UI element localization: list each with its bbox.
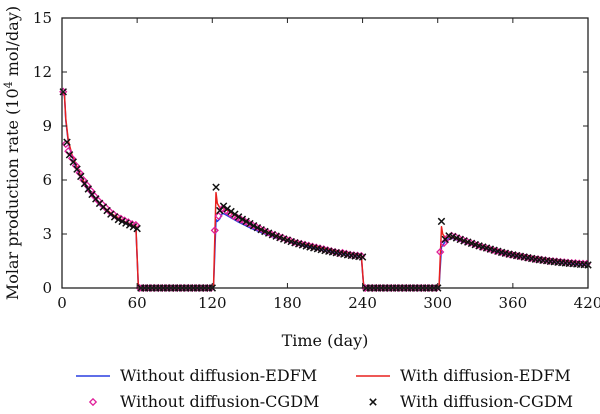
data-point-with-diffusion-cgdm [129, 223, 138, 231]
legend-swatch-without-diffusion-cgdm [88, 397, 98, 407]
x-tick-label: 180 [273, 294, 302, 312]
x-tick-label: 60 [128, 294, 147, 312]
data-point-with-diffusion-cgdm [77, 172, 85, 181]
x-tick-label: 240 [348, 294, 377, 312]
data-point-with-diffusion-cgdm [264, 229, 273, 237]
legend: Without diffusion-EDFM With diffusion-ED… [76, 366, 573, 411]
data-point-with-diffusion-cgdm [122, 219, 130, 227]
legend-label-with-diffusion-cgdm: With diffusion-CGDM [400, 392, 573, 411]
series-with-diffusion-cgdm [59, 88, 592, 292]
series-with-diffusion-edfm [61, 91, 587, 289]
legend-marker-diamond [88, 397, 98, 407]
series-without-diffusion-edfm [61, 91, 587, 289]
series-line-without-diffusion-edfm [61, 91, 587, 289]
legend-swatch-with-diffusion-cgdm [369, 398, 377, 406]
data-point-with-diffusion-cgdm [253, 223, 262, 232]
y-tick-label: 9 [42, 117, 52, 135]
x-tick-label: 420 [574, 294, 600, 312]
series-without-diffusion-cgdm [59, 87, 591, 293]
data-point-with-diffusion-cgdm [249, 221, 258, 230]
data-point-with-diffusion-cgdm [257, 225, 265, 234]
data-point-with-diffusion-cgdm [59, 88, 67, 96]
y-tick-label: 15 [33, 9, 52, 27]
data-point-with-diffusion-cgdm [80, 179, 89, 188]
axis-ticks: 0 60 120 180 240 300 360 420 0 3 6 9 12 15 [33, 9, 600, 312]
data-point-with-diffusion-cgdm [261, 227, 269, 236]
data-point-without-diffusion-cgdm [214, 211, 223, 221]
y-tick-label: 12 [33, 63, 52, 81]
legend-label-without-diffusion-cgdm: Without diffusion-CGDM [120, 392, 319, 411]
data-point-with-diffusion-cgdm [212, 183, 220, 191]
data-point-with-diffusion-cgdm [246, 219, 254, 228]
x-tick-label: 360 [499, 294, 528, 312]
data-point-with-diffusion-cgdm [114, 215, 123, 224]
data-point-with-diffusion-cgdm [242, 217, 250, 226]
y-axis-title-superscript: 4 [2, 81, 15, 88]
data-point-with-diffusion-cgdm [65, 151, 74, 159]
data-point-without-diffusion-cgdm [59, 87, 68, 96]
y-axis-title: Molar production rate (104 mol/day) [2, 6, 22, 300]
legend-label-without-diffusion-edfm: Without diffusion-EDFM [120, 366, 317, 385]
series-line-with-diffusion-edfm [61, 91, 587, 289]
y-axis-title-tail: mol/day) [3, 6, 22, 81]
y-tick-label: 3 [42, 225, 52, 243]
data-point-with-diffusion-cgdm [437, 217, 446, 226]
data-point-without-diffusion-cgdm [210, 226, 219, 235]
data-point-with-diffusion-cgdm [238, 215, 247, 223]
data-point-with-diffusion-cgdm [133, 224, 141, 233]
data-point-with-diffusion-cgdm [358, 253, 367, 261]
data-point-with-diffusion-cgdm [125, 221, 134, 229]
x-axis-title: Time (day) [282, 331, 369, 350]
legend-label-with-diffusion-edfm: With diffusion-EDFM [400, 366, 571, 385]
plot-frame [61, 17, 589, 289]
y-tick-label: 6 [42, 171, 52, 189]
data-point-with-diffusion-cgdm [118, 217, 126, 226]
data-point-with-diffusion-cgdm [69, 158, 78, 166]
data-point-without-diffusion-cgdm [436, 247, 445, 257]
data-point-with-diffusion-cgdm [234, 213, 243, 221]
plot-marks [59, 87, 592, 293]
x-tick-label: 300 [423, 294, 452, 312]
data-point-with-diffusion-cgdm [84, 185, 93, 193]
data-point-with-diffusion-cgdm [73, 165, 81, 173]
y-axis-title-main: Molar production rate (10 [3, 88, 22, 300]
y-tick-label: 0 [42, 279, 52, 297]
x-tick-label: 0 [57, 294, 67, 312]
data-point-with-diffusion-cgdm [63, 138, 71, 146]
legend-marker-x [369, 398, 377, 406]
x-tick-label: 120 [198, 294, 227, 312]
